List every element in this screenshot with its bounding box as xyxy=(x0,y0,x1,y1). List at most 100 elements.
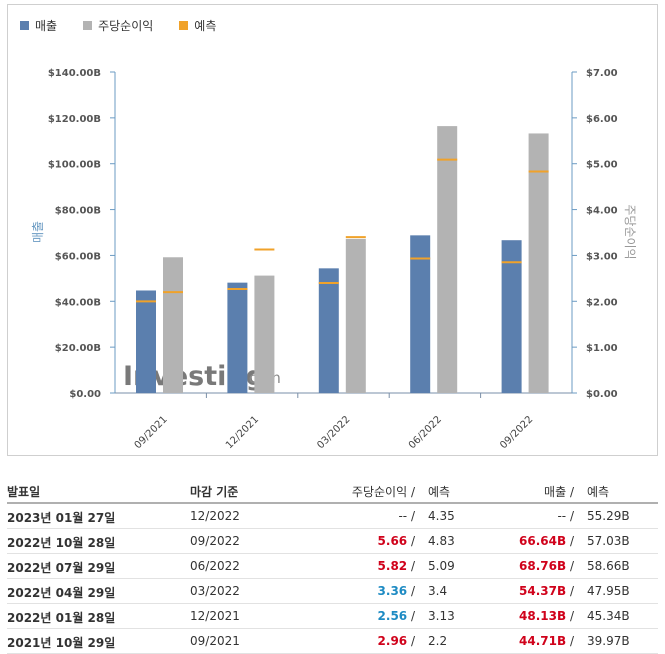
header-revenue-forecast[interactable]: 예측 xyxy=(587,485,610,499)
header-period[interactable]: 마감 기준 xyxy=(190,485,239,499)
eps-bar[interactable] xyxy=(345,238,366,393)
eps-forecast-cell: 4.35 xyxy=(428,509,455,523)
left-tick-label: $100.00B xyxy=(48,160,101,171)
legend-item-forecast[interactable]: 예측 xyxy=(179,15,216,35)
date-cell-value: 2023년 01월 27일 xyxy=(7,511,116,525)
period-cell-value: 09/2022 xyxy=(190,534,240,548)
revenue-bar[interactable] xyxy=(227,282,248,393)
revenue-bar[interactable] xyxy=(318,268,339,393)
eps-forecast-cell-value: 3.4 xyxy=(428,584,448,598)
eps-cell-slash: / xyxy=(407,559,415,573)
revenue-forecast-cell-value: 58.66B xyxy=(587,559,630,573)
legend-swatch-revenue xyxy=(20,20,29,30)
revenue-forecast-cell-value: 45.34B xyxy=(587,609,630,623)
eps-forecast-cell: 5.09 xyxy=(428,559,455,573)
table-row: 2021년 10월 29일 09/2021 2.96 / 2.2 44.71B / 39.… xyxy=(7,629,658,654)
header-date[interactable]: 발표일 xyxy=(7,485,41,499)
legend-label-eps: 주당순이익 xyxy=(98,18,154,33)
revenue-bar[interactable] xyxy=(410,235,431,393)
eps-forecast-cell-value: 4.83 xyxy=(428,534,455,548)
left-tick-label: $60.00B xyxy=(55,251,101,262)
left-tick-label: $0.00 xyxy=(69,389,101,400)
revenue-cell-slash: / xyxy=(566,559,574,573)
revenue-cell-slash: / xyxy=(566,534,574,548)
x-tick-label: 06/2022 xyxy=(407,414,444,451)
table-row: 2023년 01월 27일 12/2022 -- / 4.35 -- / 55.29B xyxy=(7,504,658,529)
eps-cell-slash: / xyxy=(407,634,415,648)
table-row: 2022년 04월 29일 03/2022 3.36 / 3.4 54.37B / 47.… xyxy=(7,579,658,604)
left-tick-label: $20.00B xyxy=(55,343,101,354)
period-cell-value: 12/2021 xyxy=(190,609,240,623)
left-tick-label: $40.00B xyxy=(55,297,101,308)
revenue-forecast-cell-value: 39.97B xyxy=(587,634,630,648)
revenue-bar[interactable] xyxy=(501,240,522,393)
eps-bar[interactable] xyxy=(254,275,275,393)
revenue-forecast-cell: 58.66B xyxy=(587,559,630,573)
right-tick-label: $0.00 xyxy=(586,389,618,400)
right-tick-label: $5.00 xyxy=(586,160,618,171)
date-cell: 2021년 10월 29일 xyxy=(7,634,115,651)
eps-forecast-cell: 4.83 xyxy=(428,534,455,548)
revenue-cell-value: 48.13B xyxy=(519,609,567,623)
eps-forecast-cell: 3.13 xyxy=(428,609,455,623)
revenue-cell-value: 44.71B xyxy=(519,634,567,648)
left-tick-label: $80.00B xyxy=(55,206,101,217)
date-cell-value: 2022년 07월 29일 xyxy=(7,561,116,575)
date-cell-value: 2022년 10월 28일 xyxy=(7,536,116,550)
earnings-table: 발표일 마감 기준 주당순이익 / 예측 매출 / 예측 2023년 01월 2… xyxy=(7,478,658,654)
table-row: 2022년 01월 28일 12/2021 2.56 / 3.13 48.13B / 45… xyxy=(7,604,658,629)
revenue-cell-value: 54.37B xyxy=(519,584,567,598)
legend-label-revenue: 매출 xyxy=(35,18,58,33)
right-tick-label: $6.00 xyxy=(586,114,618,125)
date-cell: 2022년 07월 29일 xyxy=(7,559,115,576)
eps-forecast-cell-value: 4.35 xyxy=(428,509,455,523)
revenue-forecast-cell-value: 47.95B xyxy=(587,584,630,598)
eps-cell-slash: / xyxy=(407,584,415,598)
revenue-forecast-cell: 55.29B xyxy=(587,509,630,523)
left-axis-title: 매출 xyxy=(31,221,45,243)
header-eps-forecast[interactable]: 예측 xyxy=(428,485,451,499)
revenue-cell-value: 68.76B xyxy=(519,559,567,573)
revenue-bar[interactable] xyxy=(136,290,156,393)
x-tick-label: 03/2022 xyxy=(315,414,352,451)
revenue-forecast-cell: 45.34B xyxy=(587,609,630,623)
revenue-forecast-cell-value: 57.03B xyxy=(587,534,630,548)
eps-cell-slash: / xyxy=(407,534,415,548)
revenue-cell: 68.76B / xyxy=(519,559,574,573)
period-cell: 06/2022 xyxy=(190,559,240,573)
legend-swatch-eps xyxy=(83,20,93,30)
x-tick-label: 09/2021 xyxy=(133,414,170,451)
eps-forecast-cell-value: 2.2 xyxy=(428,634,448,648)
eps-forecast-cell: 3.4 xyxy=(428,584,447,598)
x-tick-label: 09/2022 xyxy=(498,414,535,451)
table-row: 2022년 07월 29일 06/2022 5.82 / 5.09 68.76B / 58… xyxy=(7,554,658,579)
legend-item-revenue[interactable]: 매출 xyxy=(20,15,57,35)
eps-cell-value: -- xyxy=(398,509,408,523)
header-eps[interactable]: 주당순이익 / xyxy=(352,483,415,500)
period-cell: 09/2022 xyxy=(190,534,240,548)
legend-item-eps[interactable]: 주당순이익 xyxy=(83,15,153,35)
right-tick-label: $3.00 xyxy=(586,251,618,262)
right-tick-label: $2.00 xyxy=(586,297,618,308)
eps-bar[interactable] xyxy=(163,257,183,393)
eps-cell-value: 5.82 xyxy=(377,559,408,573)
eps-forecast-cell: 2.2 xyxy=(428,634,447,648)
date-cell: 2023년 01월 27일 xyxy=(7,509,115,526)
header-revenue[interactable]: 매출 / xyxy=(544,483,574,500)
revenue-cell: 44.71B / xyxy=(519,634,574,648)
period-cell-value: 06/2022 xyxy=(190,559,240,573)
period-cell: 12/2022 xyxy=(190,509,240,523)
right-axis-title: 주당순이익 xyxy=(623,204,637,259)
chart-legend: 매출 주당순이익 예측 xyxy=(20,15,216,35)
revenue-cell: 66.64B / xyxy=(519,534,574,548)
date-cell-value: 2021년 10월 29일 xyxy=(7,636,116,650)
revenue-forecast-cell: 47.95B xyxy=(587,584,630,598)
eps-bar[interactable] xyxy=(528,133,549,393)
eps-cell: 5.82 / xyxy=(378,559,415,573)
eps-cell: 3.36 / xyxy=(378,584,415,598)
eps-bar[interactable] xyxy=(437,126,458,394)
date-cell: 2022년 10월 28일 xyxy=(7,534,115,551)
eps-cell: 5.66 / xyxy=(378,534,415,548)
period-cell: 03/2022 xyxy=(190,584,240,598)
right-tick-label: $4.00 xyxy=(586,206,618,217)
